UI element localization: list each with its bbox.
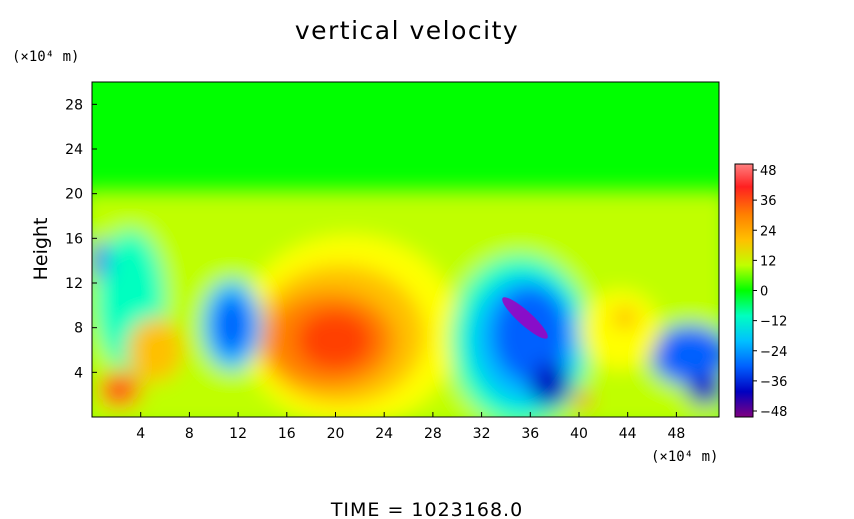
x-tick-label: 48 xyxy=(667,426,685,442)
x-tick-label: 16 xyxy=(278,426,296,442)
colorbar-ticks: 48 36 24 12 0 −12 −24 −36 −48 xyxy=(753,164,787,420)
colorbar-tick-label: −48 xyxy=(760,405,787,420)
x-tick-label: 8 xyxy=(185,426,194,442)
field-blob xyxy=(297,310,373,370)
y-tick-label: 12 xyxy=(65,276,83,292)
colorbar-tick-label: 36 xyxy=(760,194,777,209)
x-tick-label: 28 xyxy=(424,426,442,442)
y-axis-unit: (×10⁴ m) xyxy=(12,49,79,65)
x-tick-label: 20 xyxy=(327,426,345,442)
x-tick-label: 12 xyxy=(229,426,247,442)
x-tick-label: 36 xyxy=(521,426,539,442)
colorbar-tick-label: 48 xyxy=(760,164,777,179)
y-axis-label: Height xyxy=(30,218,52,281)
y-tick-label: 28 xyxy=(65,97,83,113)
plot-frame xyxy=(91,81,720,418)
x-tick-label: 40 xyxy=(570,426,588,442)
colorbar-tick-label: −24 xyxy=(760,345,787,360)
field-blob xyxy=(214,295,250,355)
x-tick-label: 32 xyxy=(473,426,491,442)
x-tick-label: 44 xyxy=(619,426,637,442)
y-tick-label: 8 xyxy=(74,321,83,337)
field-blob xyxy=(650,325,719,385)
colorbar-tick-label: −36 xyxy=(760,375,787,390)
y-tick-label: 20 xyxy=(65,187,83,203)
colorbar-tick-label: 0 xyxy=(760,285,768,300)
x-axis: 4 8 12 16 20 24 28 32 36 40 44 48 xyxy=(136,412,685,442)
field-blob xyxy=(615,310,635,326)
field-blob xyxy=(92,240,108,280)
field-blob xyxy=(127,318,183,382)
chart-title: vertical velocity xyxy=(295,16,519,45)
colorbar xyxy=(734,163,754,418)
colorbar-tick-label: 24 xyxy=(760,224,777,239)
y-tick-label: 16 xyxy=(65,231,83,247)
colorbar-tick-label: 12 xyxy=(760,254,777,269)
x-axis-unit: (×10⁴ m) xyxy=(651,449,718,465)
field-blob xyxy=(575,392,591,408)
heatmap-field xyxy=(92,82,719,417)
y-tick-label: 24 xyxy=(65,142,83,158)
field-blob xyxy=(687,375,719,405)
field-blob xyxy=(580,290,660,370)
x-tick-label: 4 xyxy=(136,426,145,442)
field-blob xyxy=(530,363,570,407)
colorbar-tick-label: −12 xyxy=(760,315,787,330)
y-axis: 4 8 12 16 20 24 28 xyxy=(65,97,97,381)
field-blob xyxy=(106,382,130,402)
y-tick-label: 4 xyxy=(74,365,83,381)
field-minimum-core xyxy=(502,297,548,339)
time-label: TIME = 1023168.0 xyxy=(330,499,523,519)
x-tick-label: 24 xyxy=(375,426,393,442)
